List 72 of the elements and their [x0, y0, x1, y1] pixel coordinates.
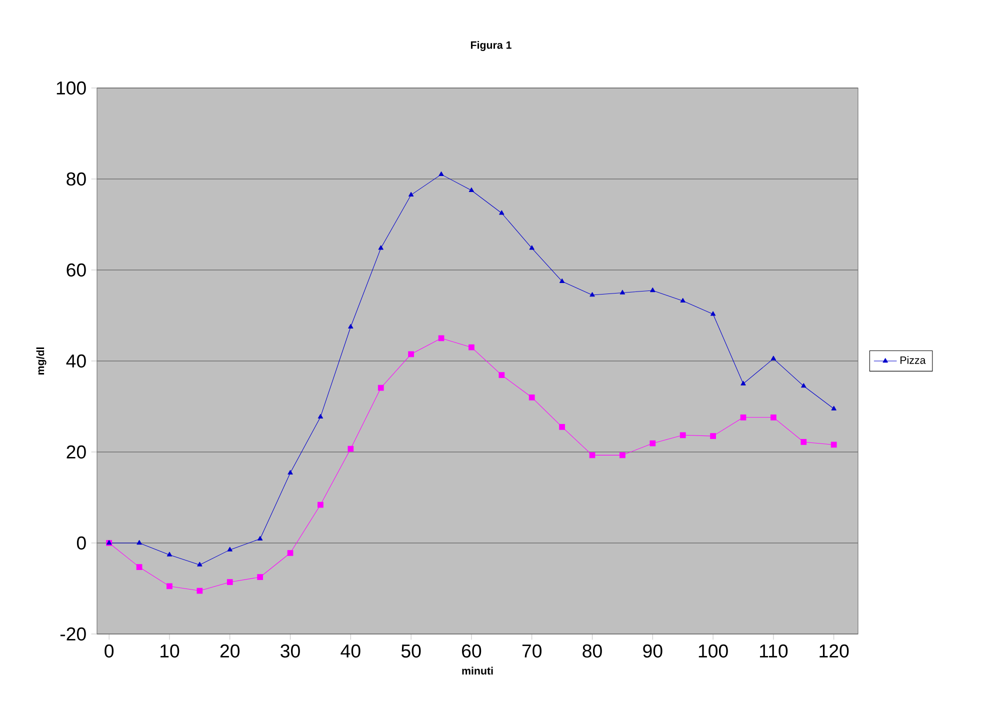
- point: [710, 311, 716, 316]
- point: [378, 245, 384, 250]
- point: [166, 552, 172, 556]
- point: [378, 384, 384, 391]
- x-tick-label: 0: [104, 644, 114, 658]
- x-tick-label: 110: [760, 644, 788, 658]
- x-tick-label: 20: [220, 644, 240, 658]
- point: [620, 452, 626, 458]
- point: [258, 536, 263, 540]
- x-tick-label: 60: [462, 644, 482, 658]
- point: [136, 564, 142, 570]
- y-tick-label: 100: [56, 81, 86, 95]
- point: [680, 298, 686, 303]
- y-tick-label: 0: [76, 536, 86, 550]
- x-tick-label: 10: [160, 644, 180, 658]
- point: [529, 245, 534, 250]
- point: [438, 335, 444, 342]
- point: [318, 414, 324, 419]
- point: [528, 394, 535, 400]
- y-axis-title: mg/dl: [36, 348, 46, 374]
- point: [740, 380, 746, 386]
- point: [590, 292, 595, 297]
- point: [770, 414, 776, 420]
- point: [800, 439, 807, 445]
- point: [196, 588, 203, 594]
- point: [831, 406, 836, 410]
- point: [166, 583, 172, 590]
- point: [740, 414, 746, 420]
- y-tick-label: 40: [66, 354, 86, 368]
- point: [438, 172, 444, 176]
- point: [650, 288, 656, 292]
- x-tick-label: 100: [698, 644, 728, 658]
- point: [680, 432, 686, 438]
- point: [288, 470, 293, 475]
- point: [620, 290, 626, 294]
- point: [408, 351, 414, 358]
- x-tick-label: 50: [401, 644, 421, 658]
- point: [830, 442, 837, 448]
- y-tick-label: 20: [66, 445, 86, 459]
- x-tick-label: 70: [522, 644, 542, 658]
- point: [468, 344, 474, 350]
- point: [287, 550, 294, 556]
- point: [468, 187, 474, 192]
- x-tick-label: 90: [643, 644, 662, 658]
- x-tick-label: 40: [340, 644, 360, 658]
- point: [498, 372, 505, 378]
- point: [559, 424, 565, 430]
- y-tick-label: 80: [66, 172, 86, 186]
- x-tick-label: 120: [820, 644, 849, 658]
- point: [318, 502, 324, 508]
- point: [589, 452, 596, 458]
- point: [348, 324, 354, 328]
- x-axis-title: minuti: [462, 666, 493, 675]
- x-tick-label: 30: [280, 644, 300, 658]
- point: [227, 546, 232, 552]
- point: [348, 446, 354, 452]
- point: [710, 433, 716, 439]
- point: [559, 278, 565, 283]
- point: [770, 356, 776, 360]
- point: [136, 540, 142, 545]
- point: [257, 574, 264, 580]
- point: [226, 579, 233, 586]
- point: [197, 562, 202, 566]
- chart-title: Figura 1: [470, 40, 512, 51]
- y-tick-label: -20: [60, 627, 86, 641]
- point: [408, 192, 414, 197]
- point: [801, 383, 806, 388]
- point: [650, 440, 656, 446]
- y-tick-label: 60: [66, 263, 86, 277]
- x-tick-label: 80: [582, 644, 602, 658]
- legend-label: Pizza: [900, 356, 926, 364]
- point: [499, 210, 504, 215]
